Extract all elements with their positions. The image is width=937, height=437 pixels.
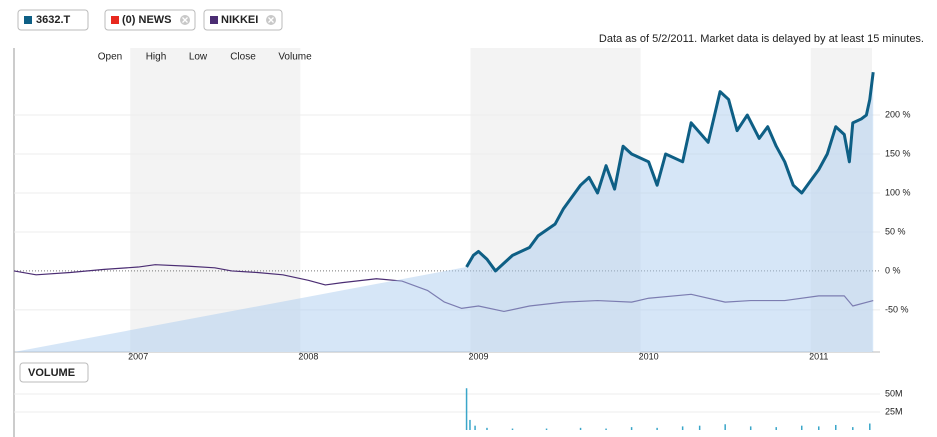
volume-bar <box>486 427 488 430</box>
plot: Open High Low Close Volume 200 % 150 % 100 % 50 … <box>13 48 911 361</box>
y-tick-label: -50 % <box>885 304 909 314</box>
y-tick-label: 50 % <box>885 226 906 236</box>
legend-swatch <box>210 16 218 24</box>
area-fill <box>14 72 874 353</box>
volume-bar <box>579 427 582 430</box>
volume-bar <box>749 426 752 430</box>
volume-bar <box>835 424 837 430</box>
volume-plot: 50M 25M <box>14 388 903 430</box>
legend-label: (0) NEWS <box>122 14 172 26</box>
volume-label: VOLUME <box>28 367 75 379</box>
header-field: Volume <box>278 52 312 63</box>
news-button[interactable]: (0) NEWS <box>104 9 196 31</box>
close-cross <box>268 17 274 23</box>
volume-bar <box>775 427 777 430</box>
volume-bar <box>630 427 633 430</box>
legend-swatch <box>24 16 32 24</box>
volume-button[interactable]: VOLUME <box>19 362 89 383</box>
y-tick-label: 50M <box>885 388 903 398</box>
volume-bar <box>469 419 471 430</box>
legend-button[interactable]: NIKKEI <box>203 9 283 31</box>
series-line <box>465 71 875 273</box>
button-frame <box>19 362 89 383</box>
x-tick-label: 2009 <box>468 351 488 361</box>
legend-label: 3632.T <box>36 14 71 26</box>
volume-bar <box>465 388 468 430</box>
header-field: Close <box>230 52 256 63</box>
y-tick-label: 25M <box>885 406 903 416</box>
x-tick-label: 2008 <box>298 351 318 361</box>
y-tick-label: 0 % <box>885 265 901 275</box>
volume-bar <box>656 427 658 430</box>
volume-bar <box>545 428 548 430</box>
year-band <box>130 48 301 352</box>
volume-bar <box>818 426 820 430</box>
volume-bar <box>511 428 514 430</box>
volume-bar <box>869 423 871 430</box>
y-tick-label: 150 % <box>885 148 911 158</box>
volume-bar <box>698 425 701 430</box>
legend-swatch <box>111 16 119 24</box>
volume-bar <box>800 425 803 430</box>
y-tick-label: 200 % <box>885 109 911 119</box>
volume-bar <box>681 426 684 430</box>
header-field: Low <box>189 52 208 63</box>
legend-button[interactable]: 3632.T <box>17 9 89 31</box>
volume-bar <box>474 425 476 430</box>
button-frame <box>203 9 283 31</box>
volume-bar <box>724 424 726 430</box>
button-frame <box>17 9 89 31</box>
button-frame <box>104 9 196 31</box>
header-field: High <box>146 52 167 63</box>
y-tick-label: 100 % <box>885 187 911 197</box>
volume-bar <box>605 428 607 430</box>
volume-bar <box>852 427 854 430</box>
header-field: Open <box>98 52 122 63</box>
data-note: Data as of 5/2/2011. Market data is dela… <box>599 33 924 45</box>
x-tick-label: 2011 <box>809 351 828 361</box>
legend-label: NIKKEI <box>221 14 258 26</box>
x-tick-label: 2007 <box>128 351 148 361</box>
close-cross <box>182 17 188 23</box>
x-tick-label: 2010 <box>639 351 659 361</box>
